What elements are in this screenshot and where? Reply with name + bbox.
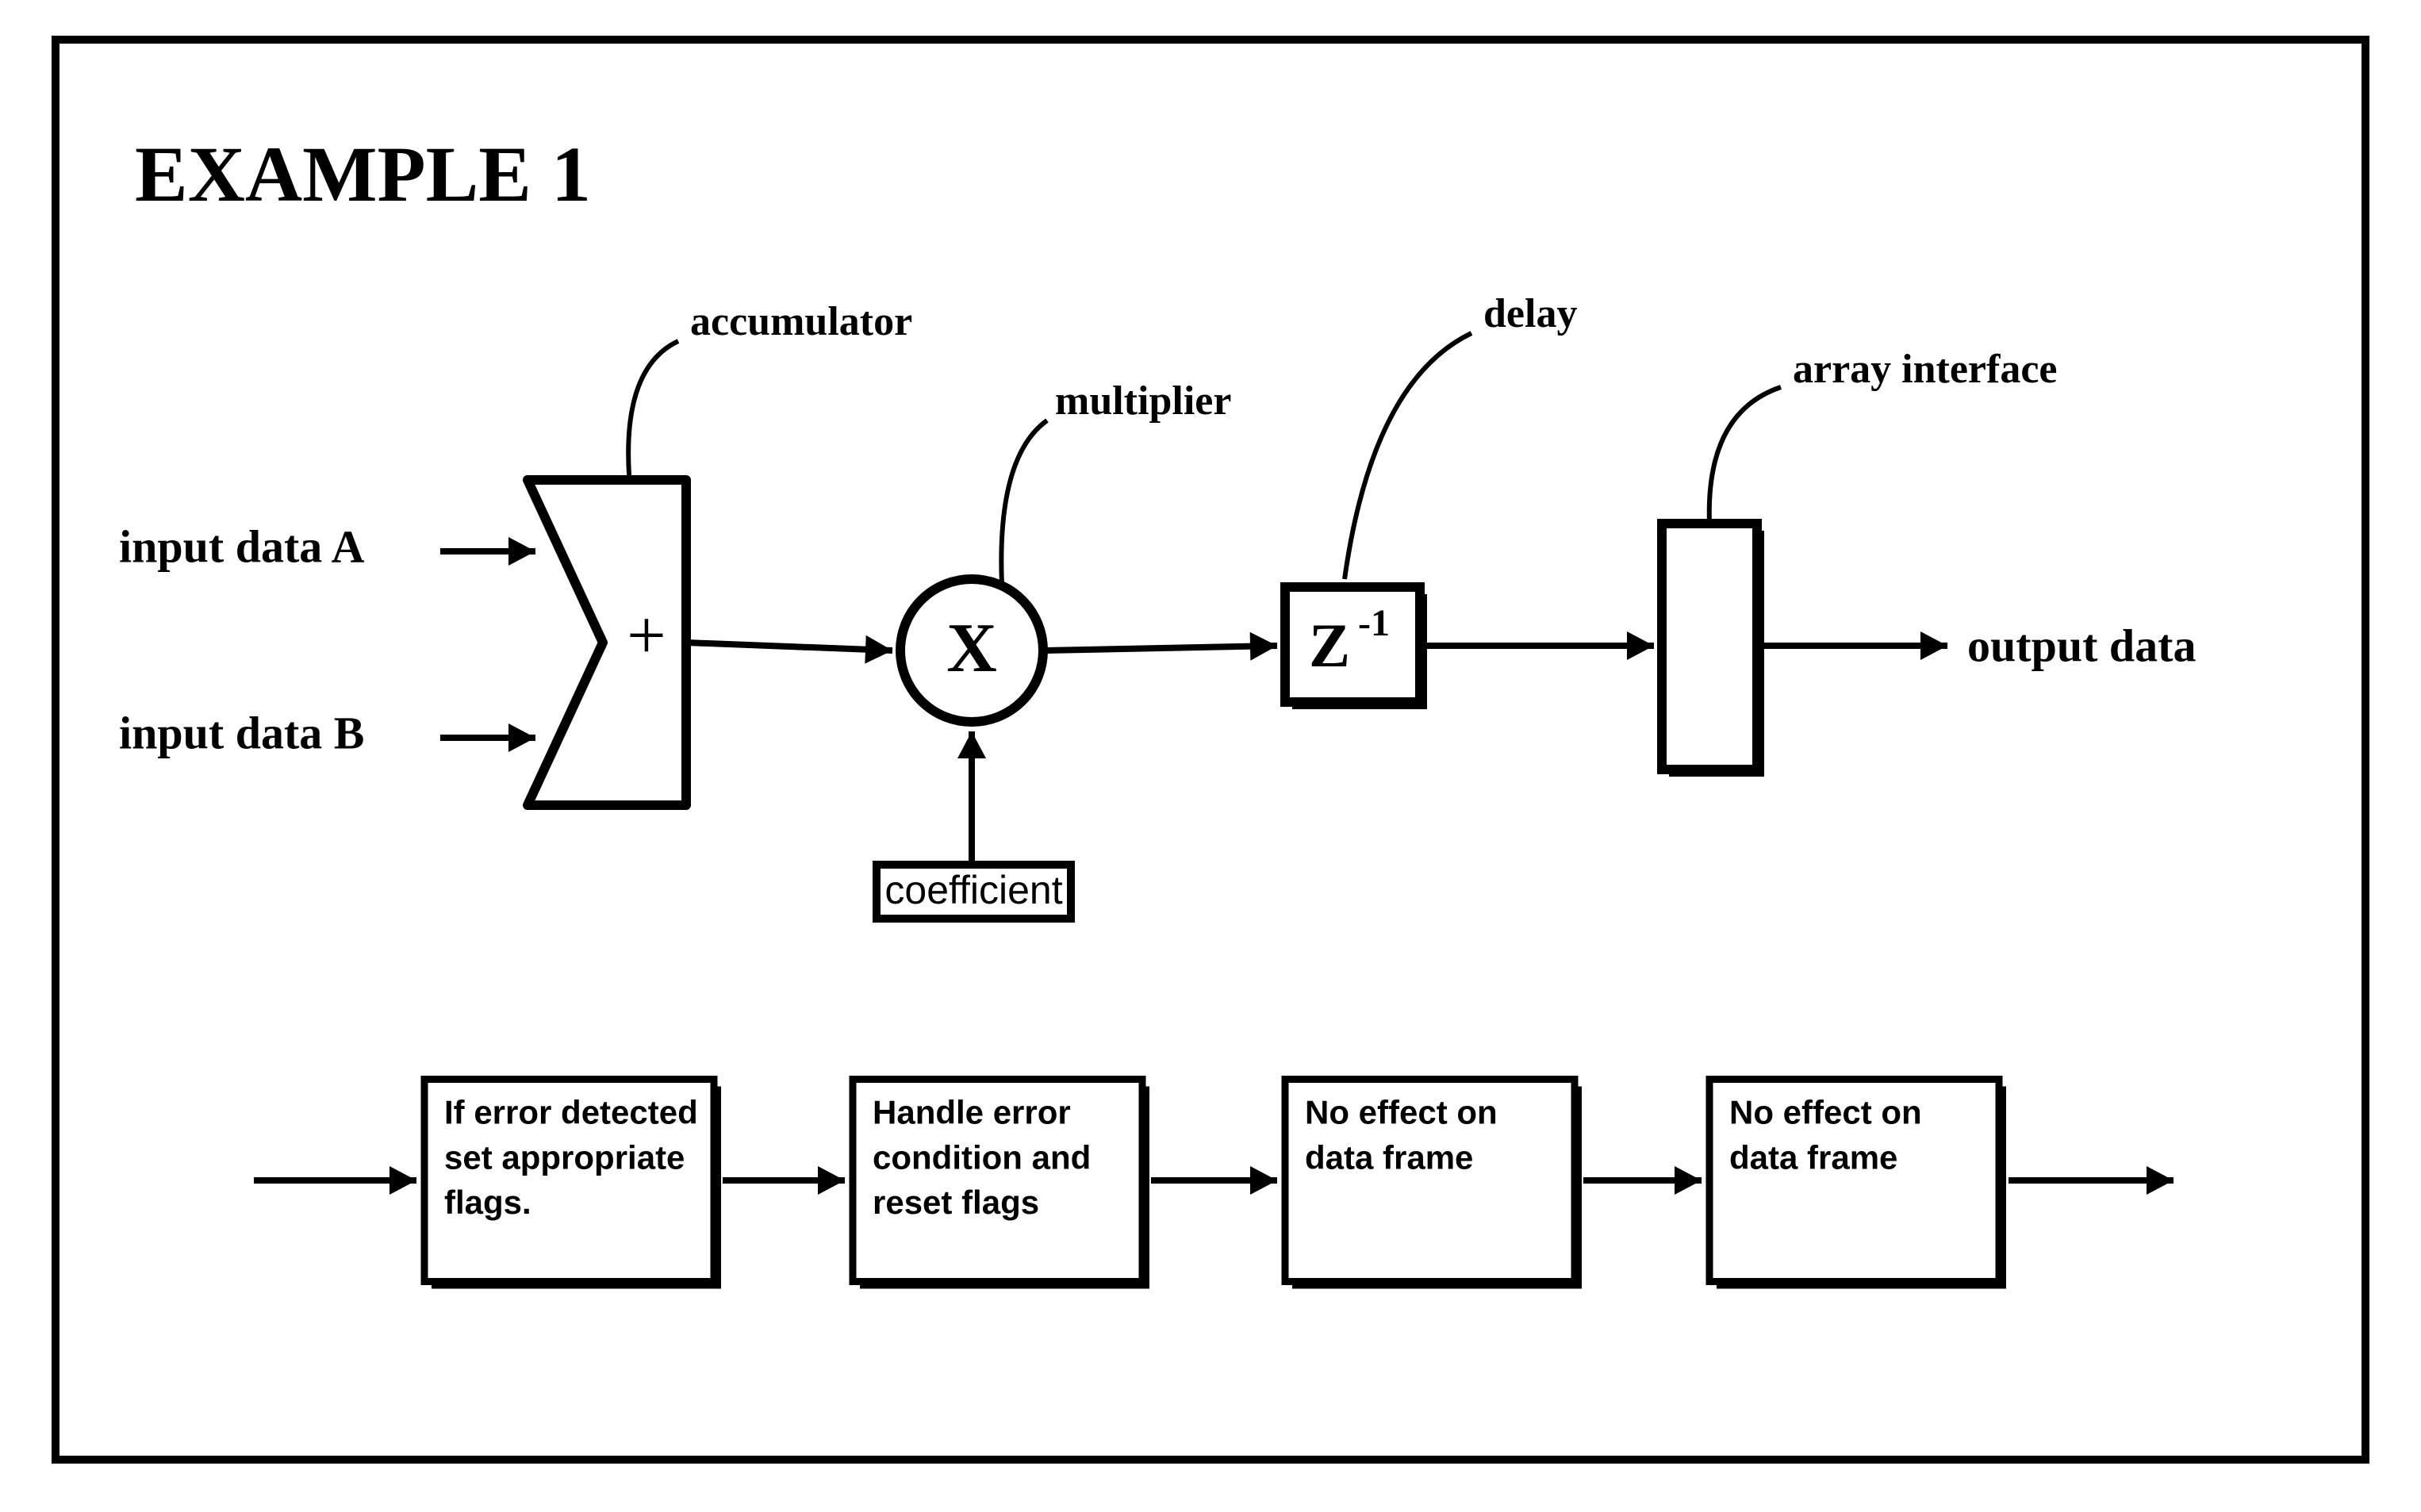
flow-box-1-line-2: reset flags (873, 1184, 1039, 1221)
flow-box-3-line-1: data frame (1729, 1138, 1897, 1176)
label-output: output data (1967, 620, 2196, 671)
label-array-interface: array interface (1793, 347, 2057, 392)
multiplier-symbol: X (946, 610, 997, 687)
title: EXAMPLE 1 (135, 130, 591, 218)
delay-z: Z (1309, 611, 1350, 680)
flow-box-3-line-0: No effect on (1729, 1094, 1922, 1131)
label-multiplier: multiplier (1055, 378, 1231, 424)
flow-box-0-line-0: If error detected (444, 1094, 698, 1131)
flow-box-1-line-0: Handle error (873, 1094, 1071, 1131)
label-input-b: input data B (119, 707, 364, 758)
flow-box-2-line-0: No effect on (1305, 1094, 1498, 1131)
label-accumulator: accumulator (690, 299, 912, 344)
flow-box-0-line-1: set appropriate (444, 1138, 685, 1176)
label-coefficient: coefficient (884, 868, 1062, 912)
accumulator-plus: + (627, 597, 666, 674)
label-input-a: input data A (119, 520, 365, 572)
label-delay: delay (1483, 291, 1577, 336)
flow-box-0-line-2: flags. (444, 1184, 531, 1221)
delay-exp: -1 (1358, 602, 1390, 644)
flow-box-2-line-1: data frame (1305, 1138, 1473, 1176)
flow-box-1-line-1: condition and (873, 1138, 1091, 1176)
